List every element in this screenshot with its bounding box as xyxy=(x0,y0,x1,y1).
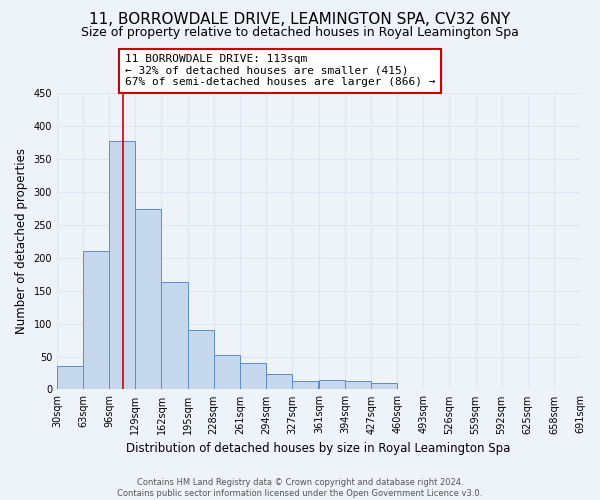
Y-axis label: Number of detached properties: Number of detached properties xyxy=(15,148,28,334)
Text: 11 BORROWDALE DRIVE: 113sqm
← 32% of detached houses are smaller (415)
67% of se: 11 BORROWDALE DRIVE: 113sqm ← 32% of det… xyxy=(125,54,436,88)
Bar xyxy=(292,381,318,390)
Bar xyxy=(214,354,240,390)
Bar xyxy=(266,374,292,390)
Bar xyxy=(345,381,371,390)
Bar xyxy=(502,389,528,390)
Bar xyxy=(136,208,161,390)
Text: Size of property relative to detached houses in Royal Leamington Spa: Size of property relative to detached ho… xyxy=(81,26,519,39)
Bar xyxy=(319,380,345,390)
Bar xyxy=(57,366,83,390)
X-axis label: Distribution of detached houses by size in Royal Leamington Spa: Distribution of detached houses by size … xyxy=(127,442,511,455)
Text: 11, BORROWDALE DRIVE, LEAMINGTON SPA, CV32 6NY: 11, BORROWDALE DRIVE, LEAMINGTON SPA, CV… xyxy=(89,12,511,28)
Bar xyxy=(240,363,266,390)
Bar xyxy=(371,383,397,390)
Bar xyxy=(161,282,188,390)
Bar xyxy=(188,330,214,390)
Bar xyxy=(109,141,136,390)
Text: Contains HM Land Registry data © Crown copyright and database right 2024.
Contai: Contains HM Land Registry data © Crown c… xyxy=(118,478,482,498)
Bar xyxy=(83,252,109,390)
